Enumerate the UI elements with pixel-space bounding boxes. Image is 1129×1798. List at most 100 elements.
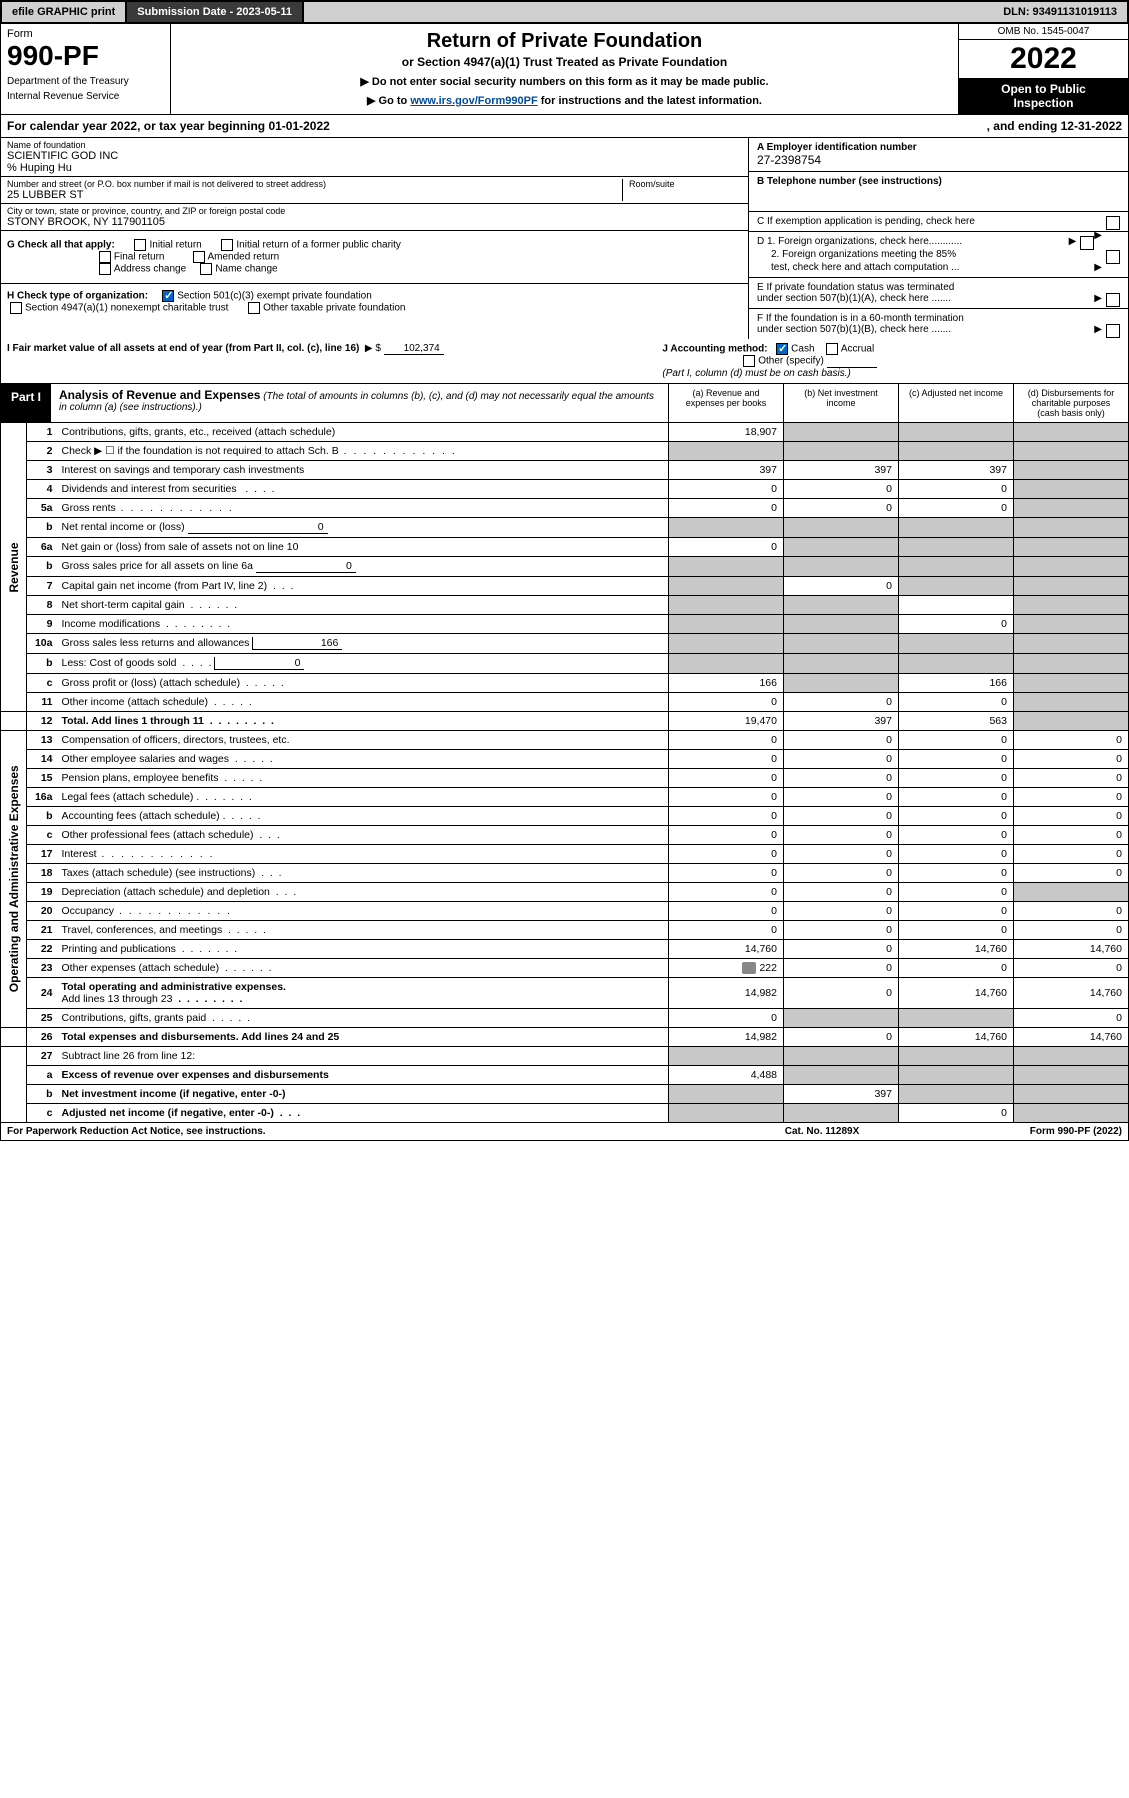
l17-c: 0 — [899, 844, 1014, 863]
final-return-label: Final return — [114, 252, 165, 263]
l12-c: 563 — [899, 711, 1014, 730]
address-change-checkbox[interactable] — [99, 263, 111, 275]
f-checkbox[interactable] — [1106, 324, 1120, 338]
e-checkbox[interactable] — [1106, 293, 1120, 307]
l18-c: 0 — [899, 863, 1014, 882]
section-j: J Accounting method: Cash Accrual Other … — [656, 339, 1128, 383]
l23-desc: Other expenses (attach schedule) . . . .… — [57, 958, 669, 977]
efile-print-button[interactable]: efile GRAPHIC print — [2, 2, 127, 22]
city-value: STONY BROOK, NY 117901105 — [7, 216, 742, 228]
cash-checkbox[interactable] — [776, 343, 788, 355]
amended-return-checkbox[interactable] — [193, 251, 205, 263]
dln-label: DLN: 93491131019113 — [993, 2, 1127, 22]
name-change-checkbox[interactable] — [200, 263, 212, 275]
line-16b: bAccounting fees (attach schedule) . . .… — [1, 806, 1129, 825]
dept-treasury: Department of the Treasury — [7, 76, 164, 87]
line-23: 23Other expenses (attach schedule) . . .… — [1, 958, 1129, 977]
line-4: 4 Dividends and interest from securities… — [1, 479, 1129, 498]
section-d: D 1. Foreign organizations, check here..… — [749, 232, 1128, 278]
l22-b: 0 — [784, 939, 899, 958]
ein-label: A Employer identification number — [757, 142, 917, 153]
501c3-checkbox[interactable] — [162, 290, 174, 302]
l10c-c: 166 — [899, 673, 1014, 692]
l18-a: 0 — [669, 863, 784, 882]
form-number: 990-PF — [7, 40, 164, 72]
cash-label: Cash — [791, 344, 814, 355]
l7-desc: Capital gain net income (from Part IV, l… — [57, 576, 669, 595]
l1-desc: Contributions, gifts, grants, etc., rece… — [57, 423, 669, 442]
other-method-checkbox[interactable] — [743, 355, 755, 367]
line-6b: b Gross sales price for all assets on li… — [1, 556, 1129, 576]
l15-desc: Pension plans, employee benefits . . . .… — [57, 768, 669, 787]
calendar-year-row: For calendar year 2022, or tax year begi… — [0, 115, 1129, 138]
l11-b: 0 — [784, 692, 899, 711]
dept-irs: Internal Revenue Service — [7, 91, 164, 102]
l17-b: 0 — [784, 844, 899, 863]
instructions-link[interactable]: www.irs.gov/Form990PF — [410, 95, 537, 107]
address-change-label: Address change — [114, 264, 186, 275]
submission-date-label: Submission Date - 2023-05-11 — [127, 2, 304, 22]
l5b-desc: Net rental income or (loss) 0 — [57, 517, 669, 537]
l11-c: 0 — [899, 692, 1014, 711]
line-12: 12 Total. Add lines 1 through 11 . . . .… — [1, 711, 1129, 730]
l11-a: 0 — [669, 692, 784, 711]
e1-label: E If private foundation status was termi… — [757, 282, 954, 293]
l20-desc: Occupancy — [57, 901, 669, 920]
line-16a: 16aLegal fees (attach schedule) . . . . … — [1, 787, 1129, 806]
address-box: Number and street (or P.O. box number if… — [1, 177, 748, 204]
l6a-desc: Net gain or (loss) from sale of assets n… — [57, 537, 669, 556]
l16c-a: 0 — [669, 825, 784, 844]
l17-d: 0 — [1014, 844, 1129, 863]
line-27a: aExcess of revenue over expenses and dis… — [1, 1065, 1129, 1084]
c-checkbox[interactable] — [1106, 216, 1120, 230]
l16a-a: 0 — [669, 787, 784, 806]
schedule-icon[interactable] — [742, 962, 756, 974]
initial-return-checkbox[interactable] — [134, 239, 146, 251]
l26-desc: Total expenses and disbursements. Add li… — [57, 1027, 669, 1046]
line-27: 27Subtract line 26 from line 12: — [1, 1046, 1129, 1065]
other-method-blank — [827, 356, 877, 368]
initial-public-checkbox[interactable] — [221, 239, 233, 251]
l13-desc: Compensation of officers, directors, tru… — [57, 730, 669, 749]
line-3: 3 Interest on savings and temporary cash… — [1, 460, 1129, 479]
initial-return-label: Initial return — [149, 240, 201, 251]
l14-b: 0 — [784, 749, 899, 768]
other-method-label: Other (specify) — [758, 356, 824, 367]
l27c-c: 0 — [899, 1103, 1014, 1122]
col-d-header: (d) Disbursements for charitable purpose… — [1013, 384, 1128, 422]
accrual-checkbox[interactable] — [826, 343, 838, 355]
header-center: Return of Private Foundation or Section … — [171, 24, 958, 114]
l21-b: 0 — [784, 920, 899, 939]
d1-checkbox[interactable] — [1080, 236, 1094, 250]
form-word: Form — [7, 28, 164, 40]
other-taxable-label: Other taxable private foundation — [263, 303, 405, 314]
section-f: F If the foundation is in a 60-month ter… — [749, 309, 1128, 339]
cat-number: Cat. No. 11289X — [722, 1126, 922, 1137]
l23-a: 222 — [669, 958, 784, 977]
d2a-label: 2. Foreign organizations meeting the 85% — [757, 249, 1120, 260]
l5a-a: 0 — [669, 498, 784, 517]
line-22: 22Printing and publications . . . . . . … — [1, 939, 1129, 958]
section-h: H Check type of organization: Section 50… — [1, 284, 748, 320]
l26-b: 0 — [784, 1027, 899, 1046]
other-taxable-checkbox[interactable] — [248, 302, 260, 314]
c-label: C If exemption application is pending, c… — [757, 216, 975, 227]
final-return-checkbox[interactable] — [99, 251, 111, 263]
care-of: % Huping Hu — [7, 162, 742, 174]
l19-b: 0 — [784, 882, 899, 901]
f2-label: under section 507(b)(1)(B), check here .… — [757, 324, 951, 335]
l22-desc: Printing and publications . . . . . . . — [57, 939, 669, 958]
l11-desc: Other income (attach schedule) . . . . . — [57, 692, 669, 711]
l26-d: 14,760 — [1014, 1027, 1129, 1046]
l4-desc: Dividends and interest from securities .… — [57, 479, 669, 498]
l16a-b: 0 — [784, 787, 899, 806]
ssn-warning: ▶ Do not enter social security numbers o… — [177, 75, 952, 88]
top-toolbar: efile GRAPHIC print Submission Date - 20… — [0, 0, 1129, 24]
l5a-c: 0 — [899, 498, 1014, 517]
header-right: OMB No. 1545-0047 2022 Open to PublicIns… — [958, 24, 1128, 114]
d2-checkbox[interactable] — [1106, 250, 1120, 264]
line-15: 15Pension plans, employee benefits . . .… — [1, 768, 1129, 787]
section-i: I Fair market value of all assets at end… — [1, 339, 656, 383]
l3-a: 397 — [669, 460, 784, 479]
4947-checkbox[interactable] — [10, 302, 22, 314]
